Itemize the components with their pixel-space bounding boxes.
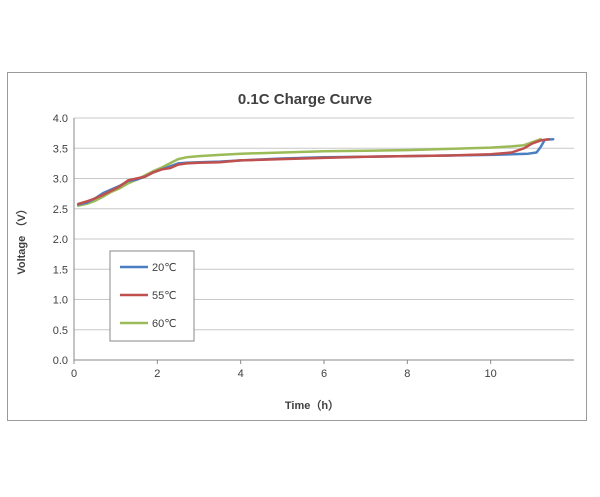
- legend-label: 20℃: [152, 262, 177, 274]
- chart-svg: 0.1C Charge Curve 0.0 0.5 1.0 1.5 2.0 2.5 3.0 3…: [15, 91, 574, 412]
- x-tick-label: 10: [485, 368, 497, 380]
- series-line-2: [76, 137, 551, 206]
- y-tick-label: 3.5: [53, 143, 68, 155]
- y-tick-label: 4.0: [53, 113, 68, 125]
- y-tick-label: 3.0: [53, 174, 68, 186]
- y-tick-label: 0.5: [53, 325, 68, 337]
- y-axis-label: Voltage （V）: [15, 203, 28, 274]
- y-tick-label: 1.5: [53, 264, 68, 276]
- y-tick-label: 1.0: [53, 295, 68, 307]
- x-axis-label: Time（h）: [285, 399, 339, 412]
- y-tick-label: 2.0: [53, 234, 68, 246]
- legend-label: 55℃: [152, 290, 177, 302]
- legend: 20℃ 55℃ 60℃: [109, 250, 195, 342]
- chart-frame: 0.1C Charge Curve 0.0 0.5 1.0 1.5 2.0 2.5 3.0 3…: [7, 72, 587, 421]
- chart-title: 0.1C Charge Curve: [238, 91, 372, 108]
- x-tick-label: 8: [404, 368, 410, 380]
- x-tick-label: 0: [71, 368, 77, 380]
- x-tick-labels: 0 2 4 6 8 10: [71, 360, 497, 380]
- x-tick-label: 2: [154, 368, 160, 380]
- x-tick-label: 4: [238, 368, 244, 380]
- y-tick-label: 2.5: [53, 204, 68, 216]
- y-tick-labels: 0.0 0.5 1.0 1.5 2.0 2.5 3.0 3.5 4.0: [53, 113, 68, 367]
- series-line-3: [76, 137, 542, 207]
- series-lines: [76, 137, 555, 207]
- y-tick-label: 0.0: [53, 355, 68, 367]
- x-tick-label: 6: [321, 368, 327, 380]
- legend-label: 60℃: [152, 318, 177, 330]
